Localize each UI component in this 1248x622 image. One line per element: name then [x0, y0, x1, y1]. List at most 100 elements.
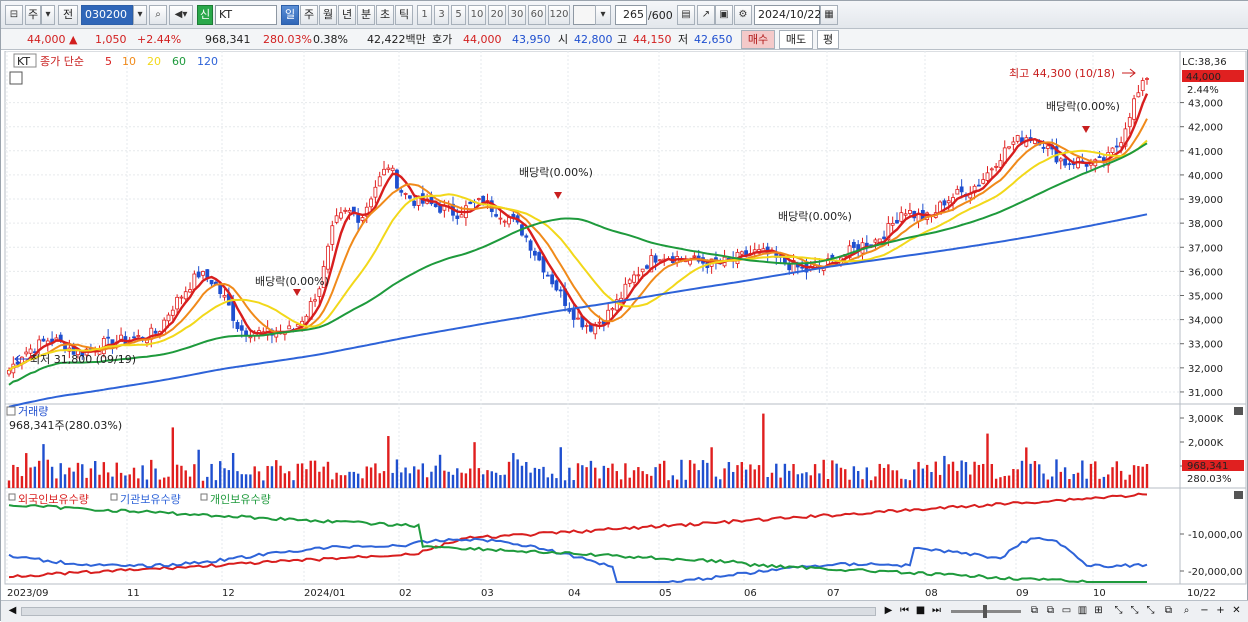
code-dropdown-icon[interactable]: ▾ [133, 5, 147, 25]
layout-icon-1[interactable]: ⧉ [1030, 605, 1039, 616]
interval-dropdown-icon[interactable]: ▾ [595, 5, 611, 25]
chevron-down-icon[interactable]: ▾ [41, 5, 55, 25]
sound-icon[interactable]: ◀▾ [169, 5, 193, 25]
calendar-icon[interactable]: ▦ [820, 5, 838, 25]
tools-icon[interactable]: ▤ [677, 5, 695, 25]
volume-panel-icon[interactable] [6, 406, 16, 416]
candle-body [201, 271, 205, 276]
ma-line-120 [8, 213, 1148, 408]
candle-body [166, 314, 171, 322]
period-button-3[interactable]: 년 [338, 5, 356, 25]
volume-bar [119, 472, 123, 488]
draw-tool-icon-3[interactable]: ⤡ [1146, 605, 1155, 616]
forward-icon[interactable]: ⏭ [932, 605, 941, 616]
minute-button-10[interactable]: 10 [468, 5, 486, 25]
chart-area[interactable]: 43,000 42,000 41,000 40,000 39,000 38,000 37,0… [1, 51, 1248, 600]
minute-button-3[interactable]: 3 [434, 5, 449, 25]
jeon-button[interactable]: 전 [58, 5, 78, 25]
volume-bar [322, 466, 325, 488]
minute-button-30[interactable]: 30 [508, 5, 526, 25]
table-icon[interactable] [9, 71, 23, 85]
volume-bar [779, 477, 782, 488]
window-close-icon[interactable]: ✕ [1232, 605, 1241, 616]
evaluation-button[interactable]: 평 [817, 30, 839, 49]
window-menu-icon[interactable]: ⊟ [5, 5, 23, 25]
volume-bar [1003, 475, 1006, 488]
period-button-4[interactable]: 분 [357, 5, 375, 25]
volume-bar [826, 479, 830, 488]
zoom-slider-thumb[interactable] [983, 605, 987, 618]
candle-body [1127, 117, 1132, 128]
period-button-5[interactable]: 초 [376, 5, 394, 25]
scroll-right-icon[interactable]: ▶ [884, 605, 893, 616]
current-price-tag [1182, 70, 1244, 82]
volume-panel-close-icon[interactable] [1234, 407, 1243, 415]
volume-bar [318, 471, 321, 488]
period-button-2[interactable]: 월 [319, 5, 337, 25]
zoom-out-icon[interactable]: − [1200, 605, 1209, 616]
scroll-bar: ◀ ▶ ⏮ ■ ⏭ ⧉ ⧉ ▭ ▥ ⊞ ⤡ ⤡ ⤡ ⧉ ⌕ − + ✕ [1, 600, 1248, 622]
low-label: 저 [678, 33, 689, 46]
minute-button-120[interactable]: 120 [548, 5, 570, 25]
zoom-icon[interactable]: ⌕ [1183, 605, 1190, 616]
volume-bar [387, 436, 390, 488]
count-input[interactable]: 265 [615, 5, 647, 25]
volume-bar [408, 473, 412, 488]
volume-bar [835, 463, 838, 488]
stock-name-field[interactable]: KT [215, 5, 277, 25]
draw-tool-icon-2[interactable]: ⤡ [1130, 605, 1139, 616]
volume-bar [887, 464, 890, 488]
volume-bar [374, 463, 377, 488]
new-listing-badge: 신 [197, 5, 213, 25]
candle-body [955, 189, 960, 195]
draw-tool-icon-1[interactable]: ⤡ [1114, 605, 1123, 616]
layout-icon-3[interactable]: ▭ [1061, 605, 1072, 616]
holding-tick-label: -10,000,00 [1188, 530, 1243, 541]
draw-icon[interactable]: ↗ [697, 5, 715, 25]
copy-icon[interactable]: ⧉ [1164, 605, 1173, 616]
period-button-1[interactable]: 주 [300, 5, 318, 25]
stock-code-input[interactable]: 030200 [81, 5, 133, 25]
minute-button-1[interactable]: 1 [417, 5, 432, 25]
layout-icon-4[interactable]: ▥ [1077, 605, 1088, 616]
buy-button[interactable]: 매수 [741, 30, 775, 49]
volume-tick-label: 3,000K [1188, 414, 1224, 425]
date-label: 11 [127, 588, 140, 599]
candle-body [847, 245, 852, 259]
minute-button-5[interactable]: 5 [451, 5, 466, 25]
holding-panel-close-icon[interactable] [1234, 491, 1243, 499]
sell-button[interactable]: 매도 [779, 30, 813, 49]
period-button-0[interactable]: 일 [281, 5, 299, 25]
stop-icon[interactable]: ■ [915, 605, 926, 616]
volume-bar [331, 479, 334, 488]
volume-bar [1059, 471, 1062, 488]
date-input[interactable]: 2024/10/22 [754, 5, 821, 25]
search-icon[interactable]: ⌕ [149, 5, 167, 25]
candle-body [597, 321, 602, 324]
rewind-icon[interactable]: ⏮ [900, 605, 909, 616]
volume-bar [1145, 464, 1149, 488]
volume-bar [736, 465, 739, 488]
layout-icon-2[interactable]: ⧉ [1046, 605, 1055, 616]
volume-bars [7, 413, 1149, 488]
layout-icon-5[interactable]: ⊞ [1094, 605, 1103, 616]
candle-body [1136, 92, 1141, 98]
volume-bar [805, 472, 808, 488]
period-button-6[interactable]: 틱 [395, 5, 413, 25]
volume-bar [663, 460, 666, 488]
volume-bar [969, 474, 972, 488]
type-select[interactable]: 주 [25, 5, 41, 25]
gear-icon[interactable]: ⚙ [734, 5, 752, 25]
trade-amount: 42,422백만 [367, 33, 426, 46]
minute-button-20[interactable]: 20 [488, 5, 506, 25]
scroll-track[interactable] [21, 607, 876, 616]
zoom-in-icon[interactable]: + [1216, 605, 1225, 616]
volume-bar [150, 459, 153, 488]
save-icon[interactable]: ▣ [715, 5, 733, 25]
scroll-left-icon[interactable]: ◀ [8, 605, 17, 616]
candle-body [985, 172, 990, 181]
volume-bar [1072, 474, 1075, 488]
minute-button-60[interactable]: 60 [528, 5, 546, 25]
candle-body [653, 255, 658, 263]
volume-bar [162, 477, 166, 488]
